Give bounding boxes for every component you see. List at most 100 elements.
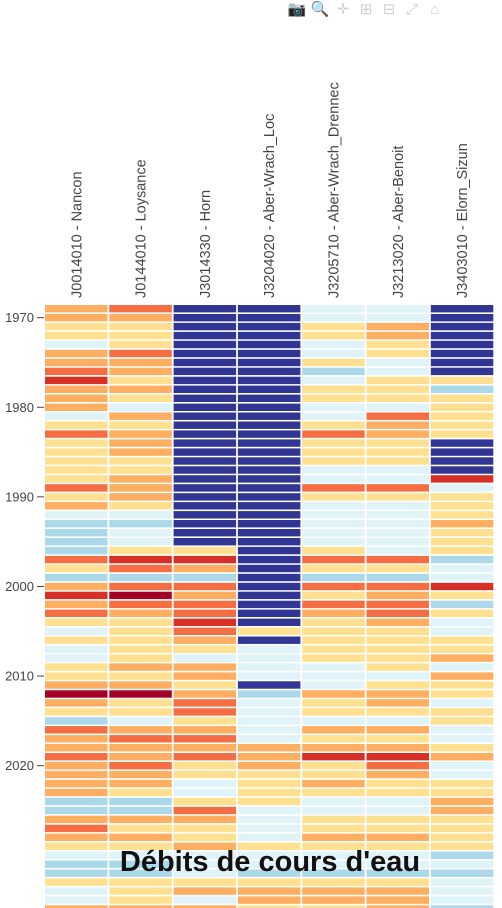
- heatmap-cell[interactable]: [173, 681, 237, 689]
- heatmap-cell[interactable]: [430, 815, 494, 824]
- heatmap-cell[interactable]: [173, 851, 237, 859]
- heatmap-cell[interactable]: [302, 349, 365, 358]
- heatmap-cell[interactable]: [237, 322, 301, 331]
- heatmap-cell[interactable]: [366, 699, 430, 707]
- heatmap-cell[interactable]: [430, 690, 494, 698]
- heatmap-cell[interactable]: [45, 699, 108, 707]
- heatmap-cell[interactable]: [430, 681, 494, 689]
- heatmap-cell[interactable]: [302, 735, 365, 743]
- heatmap-cell[interactable]: [237, 430, 301, 438]
- heatmap-cell[interactable]: [366, 511, 430, 519]
- heatmap-cell[interactable]: [109, 851, 172, 859]
- heatmap-cell[interactable]: [45, 779, 108, 788]
- pan-icon[interactable]: ✛: [336, 0, 350, 18]
- heatmap-cell[interactable]: [237, 600, 301, 609]
- heatmap-cell[interactable]: [45, 717, 108, 725]
- heatmap-cell[interactable]: [430, 412, 494, 420]
- heatmap-cell[interactable]: [237, 484, 301, 492]
- heatmap-cell[interactable]: [302, 403, 365, 411]
- heatmap-cell[interactable]: [366, 815, 430, 824]
- heatmap-cell[interactable]: [302, 484, 365, 492]
- heatmap-cell[interactable]: [109, 305, 172, 313]
- heatmap-cell[interactable]: [302, 538, 365, 546]
- heatmap-cell[interactable]: [430, 546, 494, 555]
- heatmap-cell[interactable]: [430, 654, 494, 662]
- heatmap-cell[interactable]: [45, 860, 108, 868]
- heatmap-cell[interactable]: [366, 753, 430, 761]
- heatmap-cell[interactable]: [45, 367, 108, 376]
- heatmap-cell[interactable]: [302, 770, 365, 779]
- heatmap-cell[interactable]: [302, 314, 365, 322]
- heatmap-cell[interactable]: [173, 654, 237, 662]
- heatmap-cell[interactable]: [173, 824, 237, 833]
- heatmap-cell[interactable]: [302, 555, 365, 564]
- heatmap-cell[interactable]: [109, 690, 172, 698]
- heatmap-cell[interactable]: [173, 905, 237, 908]
- heatmap-cell[interactable]: [45, 788, 108, 797]
- heatmap-cell[interactable]: [45, 896, 108, 904]
- heatmap-cell[interactable]: [302, 636, 365, 644]
- heatmap-cell[interactable]: [173, 717, 237, 725]
- heatmap-cell[interactable]: [237, 502, 301, 510]
- heatmap-cell[interactable]: [302, 663, 365, 671]
- heatmap-cell[interactable]: [109, 744, 172, 752]
- heatmap-cell[interactable]: [45, 672, 108, 680]
- heatmap-cell[interactable]: [366, 421, 430, 429]
- heatmap-cell[interactable]: [237, 708, 301, 716]
- heatmap-cell[interactable]: [45, 627, 108, 635]
- heatmap-cell[interactable]: [237, 394, 301, 402]
- heatmap-cell[interactable]: [302, 573, 365, 582]
- heatmap-cell[interactable]: [173, 475, 237, 483]
- heatmap-cell[interactable]: [366, 762, 430, 770]
- heatmap-cell[interactable]: [237, 788, 301, 797]
- heatmap-cell[interactable]: [173, 627, 237, 635]
- heatmap-cell[interactable]: [109, 645, 172, 653]
- heatmap-cell[interactable]: [173, 609, 237, 617]
- heatmap-cell[interactable]: [366, 833, 430, 841]
- heatmap-cell[interactable]: [45, 555, 108, 564]
- heatmap-cell[interactable]: [366, 484, 430, 492]
- heatmap-cell[interactable]: [237, 475, 301, 483]
- heatmap-cell[interactable]: [173, 887, 237, 895]
- heatmap-cell[interactable]: [109, 448, 172, 456]
- heatmap-cell[interactable]: [45, 878, 108, 886]
- heatmap-cell[interactable]: [109, 376, 172, 385]
- heatmap-cell[interactable]: [237, 735, 301, 743]
- heatmap-cell[interactable]: [109, 412, 172, 420]
- heatmap-cell[interactable]: [430, 591, 494, 600]
- heatmap-cell[interactable]: [366, 851, 430, 859]
- heatmap-cell[interactable]: [109, 726, 172, 734]
- heatmap-cell[interactable]: [237, 806, 301, 815]
- heatmap-cell[interactable]: [237, 762, 301, 770]
- heatmap-cell[interactable]: [430, 672, 494, 680]
- heatmap-cell[interactable]: [302, 385, 365, 393]
- heatmap-cell[interactable]: [45, 331, 108, 340]
- heatmap-cell[interactable]: [237, 331, 301, 340]
- heatmap-cell[interactable]: [45, 735, 108, 743]
- heatmap-cell[interactable]: [237, 717, 301, 725]
- heatmap-cell[interactable]: [45, 582, 108, 591]
- heatmap-cell[interactable]: [173, 842, 237, 850]
- heatmap-cell[interactable]: [237, 797, 301, 806]
- heatmap-cell[interactable]: [430, 779, 494, 788]
- heatmap-cell[interactable]: [302, 493, 365, 501]
- heatmap-cell[interactable]: [430, 833, 494, 841]
- heatmap-cell[interactable]: [109, 842, 172, 850]
- heatmap-cell[interactable]: [302, 591, 365, 600]
- heatmap-cell[interactable]: [430, 735, 494, 743]
- heatmap-cell[interactable]: [173, 349, 237, 358]
- autoscale-icon[interactable]: ⤢: [405, 0, 418, 18]
- heatmap-cell[interactable]: [45, 385, 108, 393]
- heatmap-cell[interactable]: [109, 573, 172, 582]
- heatmap-cell[interactable]: [45, 502, 108, 510]
- heatmap-cell[interactable]: [366, 403, 430, 411]
- heatmap-cell[interactable]: [366, 788, 430, 797]
- zoom-icon[interactable]: 🔍: [310, 0, 330, 18]
- heatmap-cell[interactable]: [173, 403, 237, 411]
- heatmap-cell[interactable]: [237, 573, 301, 582]
- heatmap-cell[interactable]: [302, 394, 365, 402]
- heatmap-cell[interactable]: [109, 314, 172, 322]
- heatmap-cell[interactable]: [302, 582, 365, 591]
- heatmap-cell[interactable]: [173, 573, 237, 582]
- heatmap-cell[interactable]: [302, 502, 365, 510]
